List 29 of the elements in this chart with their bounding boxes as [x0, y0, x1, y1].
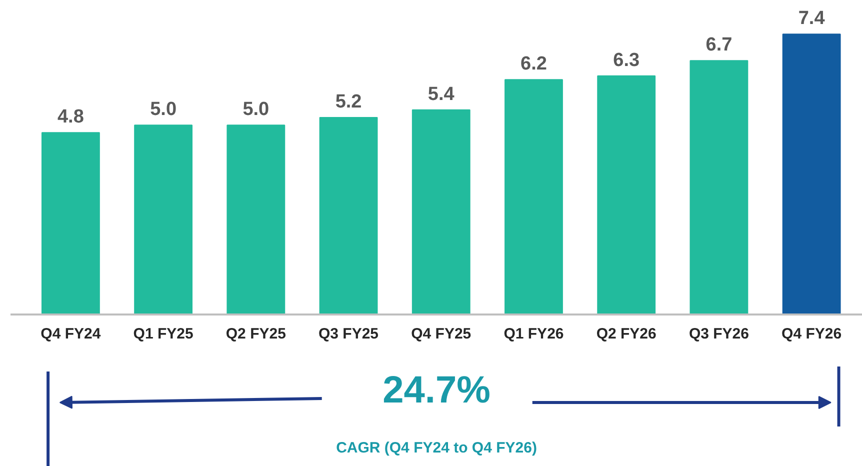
- data-label: 5.2: [335, 91, 362, 112]
- bar: [319, 116, 378, 314]
- x-tick-label: Q2 FY25: [226, 326, 286, 342]
- data-label: 5.0: [150, 99, 177, 120]
- data-label: 5.4: [428, 84, 455, 105]
- x-tick-label: Q3 FY25: [318, 326, 379, 342]
- x-tick-label: Q4 FY24: [40, 326, 102, 342]
- bar: [134, 124, 193, 314]
- x-tick-label: Q2 FY26: [596, 326, 656, 342]
- bar: [690, 60, 748, 314]
- data-label: 7.4: [798, 8, 826, 30]
- bar: [412, 109, 470, 314]
- text: CAGR (Q4 FY24 to Q4 FY26): [336, 440, 537, 456]
- bar: [504, 79, 563, 314]
- x-tick-label: Q1 FY26: [504, 326, 564, 342]
- data-label: 6.2: [520, 54, 547, 75]
- data-label: 6.3: [613, 50, 640, 71]
- bar: [782, 34, 841, 314]
- bar: [226, 124, 286, 314]
- x-tick-label: Q4 FY26: [782, 326, 842, 342]
- x-tick-label: Q3 FY26: [688, 326, 749, 342]
- data-label: 5.0: [242, 99, 270, 120]
- bar: [597, 75, 656, 314]
- data-label: 6.7: [706, 34, 732, 56]
- x-tick-label: Q1 FY25: [133, 326, 194, 342]
- data-label: 4.8: [57, 106, 84, 128]
- text: 24.7%: [382, 370, 490, 412]
- bar: [41, 132, 100, 314]
- x-tick-label: Q4 FY25: [411, 326, 472, 342]
